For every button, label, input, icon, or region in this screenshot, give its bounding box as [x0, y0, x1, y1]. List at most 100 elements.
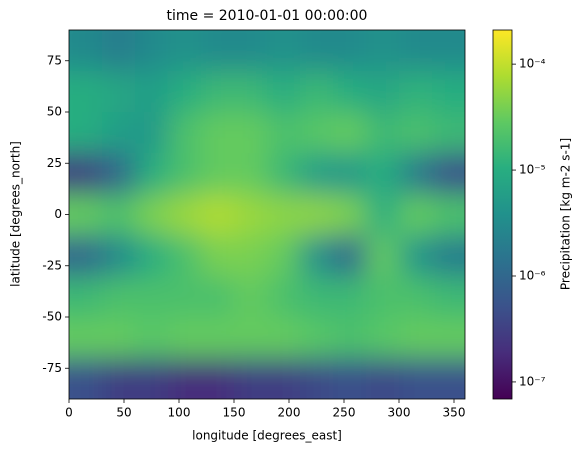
x-axis-label: longitude [degrees_east] — [192, 429, 342, 443]
heatmap-cell — [168, 235, 202, 277]
heatmap-cell — [234, 194, 268, 236]
y-tick-label: 25 — [47, 156, 62, 170]
heatmap-cell — [300, 276, 334, 318]
heatmap-cell — [102, 317, 136, 359]
heatmap-cell — [135, 276, 169, 318]
heatmap-cell — [234, 276, 268, 318]
heatmap-cell — [300, 235, 334, 277]
heatmap-cell — [333, 358, 367, 399]
heatmap-cell — [201, 317, 235, 359]
heatmap-cell — [267, 276, 301, 318]
heatmap-cell — [135, 358, 169, 399]
heatmap-cell — [267, 317, 301, 359]
heatmap-cell — [399, 235, 433, 277]
heatmap-cell — [201, 276, 235, 318]
heatmap-cell — [432, 153, 465, 195]
heatmap-cell — [366, 153, 400, 195]
heatmap-cell — [399, 153, 433, 195]
heatmap-cell — [135, 317, 169, 359]
heatmap-cell — [69, 112, 103, 154]
heatmap-cell — [69, 235, 103, 277]
heatmap-cell — [135, 30, 169, 72]
heatmap-cell — [399, 276, 433, 318]
heatmap-cell — [69, 358, 103, 399]
heatmap-cell — [102, 153, 136, 195]
heatmap-cell — [267, 358, 301, 399]
y-tick-label: 50 — [47, 105, 62, 119]
heatmap-cell — [102, 235, 136, 277]
heatmap-cell — [168, 317, 202, 359]
heatmap-cell — [135, 235, 169, 277]
heatmap-cell — [201, 153, 235, 195]
x-tick-label: 350 — [443, 406, 466, 420]
heatmap-cell — [135, 71, 169, 113]
heatmap-cell — [366, 317, 400, 359]
heatmap-cell — [102, 358, 136, 399]
heatmap-cell — [333, 276, 367, 318]
heatmap-cell — [102, 112, 136, 154]
heatmap-cell — [135, 112, 169, 154]
heatmap-cell — [234, 317, 268, 359]
heatmap-cell — [399, 194, 433, 236]
y-tick-label: -75 — [42, 361, 62, 375]
heatmap-cell — [168, 194, 202, 236]
heatmap-cell — [432, 235, 465, 277]
heatmap-cell — [267, 235, 301, 277]
heatmap-cell — [432, 112, 465, 154]
heatmap-cell — [168, 276, 202, 318]
heatmap-cell — [201, 71, 235, 113]
heatmap-cell — [69, 317, 103, 359]
heatmap-cell — [102, 30, 136, 72]
x-tick-label: 250 — [333, 406, 356, 420]
x-tick-label: 0 — [65, 406, 73, 420]
heatmap-cell — [366, 358, 400, 399]
heatmap-cell — [300, 358, 334, 399]
heatmap-cell — [300, 30, 334, 72]
heatmap-cell — [399, 358, 433, 399]
heatmap-cell — [267, 194, 301, 236]
heatmap-cell — [366, 71, 400, 113]
heatmap-cell — [234, 358, 268, 399]
heatmap-cell — [366, 194, 400, 236]
heatmap-cell — [300, 194, 334, 236]
heatmap-cell — [69, 276, 103, 318]
colorbar-tick-label: 10⁻⁵ — [519, 163, 546, 177]
heatmap-cell — [168, 30, 202, 72]
heatmap-cell — [366, 112, 400, 154]
heatmap-cell — [168, 71, 202, 113]
heatmap-cell — [69, 194, 103, 236]
colorbar-tick-label: 10⁻⁶ — [519, 268, 546, 282]
chart-title: time = 2010-01-01 00:00:00 — [167, 8, 368, 24]
x-tick-label: 50 — [116, 406, 131, 420]
heatmap-cell — [399, 30, 433, 72]
heatmap-cell — [69, 71, 103, 113]
heatmap-cell — [168, 153, 202, 195]
heatmap-cell — [366, 30, 400, 72]
heatmap-cell — [135, 153, 169, 195]
colorbar-label: Precipitation [kg m-2 s-1] — [559, 138, 573, 290]
heatmap-cell — [102, 276, 136, 318]
heatmap-cell — [234, 112, 268, 154]
heatmap-cell — [267, 71, 301, 113]
heatmap-cell — [432, 30, 465, 72]
heatmap-cell — [432, 317, 465, 359]
x-tick-label: 300 — [388, 406, 411, 420]
heatmap-cell — [333, 235, 367, 277]
heatmap-cell — [201, 112, 235, 154]
heatmap-cell — [399, 112, 433, 154]
heatmap-cell — [432, 194, 465, 236]
y-axis-label: latitude [degrees_north] — [9, 141, 23, 287]
heatmap-cell — [102, 194, 136, 236]
x-tick-label: 100 — [168, 406, 191, 420]
heatmap-cell — [168, 112, 202, 154]
heatmap-cell — [69, 30, 103, 72]
heatmap-cell — [234, 30, 268, 72]
heatmap-cell — [234, 71, 268, 113]
y-tick-label: -25 — [42, 258, 62, 272]
heatmap-cell — [267, 112, 301, 154]
y-tick-label: 75 — [47, 53, 62, 67]
heatmap-cell — [168, 358, 202, 399]
heatmap-cell — [300, 112, 334, 154]
heatmap-cell — [432, 358, 465, 399]
